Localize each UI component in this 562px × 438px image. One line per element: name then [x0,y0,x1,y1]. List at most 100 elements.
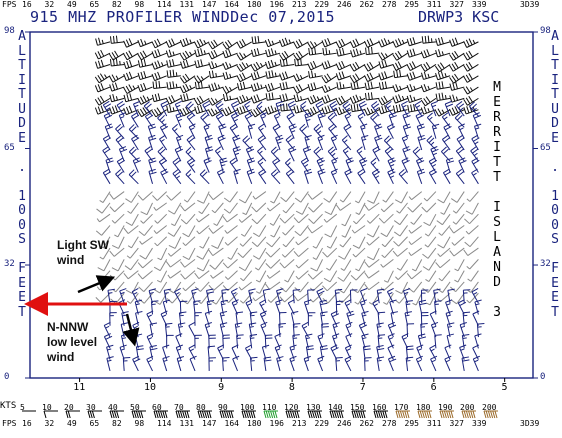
wind-barb [257,134,267,151]
wind-barb [423,213,437,227]
wind-barb [396,202,408,214]
wind-barb [109,105,125,115]
wind-barb [387,333,395,349]
wind-barb [185,146,196,162]
wind-barb [252,247,267,260]
wind-barb [181,292,196,305]
wind-barb [115,169,125,185]
wind-barb [341,135,352,151]
wind-barb [462,289,471,304]
wind-barb [265,92,281,101]
wind-barb [239,236,253,247]
wind-barb [378,95,394,106]
wind-barb [264,334,273,349]
wind-barb [467,270,479,282]
wind-barb [337,281,352,294]
wind-barb [364,357,372,371]
wind-barb [224,270,238,280]
wind-barb [295,236,309,246]
wind-barb [208,82,224,92]
wind-barb [374,134,383,151]
wind-barb [388,355,397,372]
wind-barb [229,123,238,139]
wind-barb [307,41,323,50]
wind-barb [393,236,408,247]
wind-barb [335,95,352,106]
wind-barb [313,123,323,139]
wind-barb [377,311,386,326]
wind-barb [123,59,139,70]
wind-barb [378,105,394,115]
wind-barb [123,71,139,82]
wind-barb [285,135,295,151]
wind-barb [454,259,465,272]
wind-barb [304,112,313,128]
wind-barb [224,225,238,234]
wind-barb [422,259,437,271]
wind-barb [98,270,111,281]
wind-barb [264,281,281,290]
wind-barb [378,71,394,81]
chart-title: 915 MHZ PROFILER WINDDec 07,2015 [30,8,335,26]
wind-barb [231,299,239,315]
wind-barb [294,225,309,237]
wind-barb [222,334,230,349]
wind-barb [437,191,451,204]
wind-barb [194,48,210,58]
wind-barb [392,38,408,48]
wind-barb [290,311,299,326]
wind-barb [288,123,297,139]
wind-barb [180,202,196,212]
fps-value: 295 [404,419,419,428]
wind-barb [196,225,210,235]
wind-barb [458,157,467,173]
wind-barb [194,270,210,280]
wind-barb [103,112,113,128]
wind-barb [237,247,253,258]
wind-barb [244,100,253,117]
wind-barb [139,236,153,245]
wind-barb [425,270,437,283]
wind-barb [131,134,140,151]
wind-barb [125,213,139,226]
wind-barb [445,299,453,315]
wind-barb [157,146,168,162]
wind-barb [307,270,323,280]
wind-barb [166,191,182,201]
wind-barb [99,191,111,203]
wind-barb [412,293,423,306]
wind-barb [392,84,408,93]
wind-barb [119,288,127,304]
wind-barb [211,202,224,214]
wind-barb [321,84,337,94]
fps-value: 32 [44,419,55,428]
wind-barb [180,258,196,268]
wind-barb [259,310,267,326]
wind-barb [299,123,309,139]
wind-barb [414,100,423,117]
wind-barb [366,236,380,246]
wind-barb [449,106,465,116]
wind-barb [215,100,224,117]
wind-barb [123,50,139,61]
wind-barb [240,225,253,237]
wind-barb [387,321,397,338]
wind-barb [357,112,366,128]
wind-barb [193,38,210,49]
wind-barb [319,299,328,315]
fps-value: 311 [427,419,442,428]
wind-barb [420,49,437,59]
wind-barb [344,355,352,372]
wind-barb [376,288,385,304]
wind-barb [466,292,479,304]
wind-barb [402,146,411,162]
wind-barb [463,95,479,106]
wind-barb [324,202,338,216]
wind-barb [449,37,465,47]
wind-barb [114,225,125,238]
wind-barb [157,112,168,128]
wind-barb [436,213,451,226]
wind-barb [166,334,174,349]
wind-barb [256,101,267,117]
